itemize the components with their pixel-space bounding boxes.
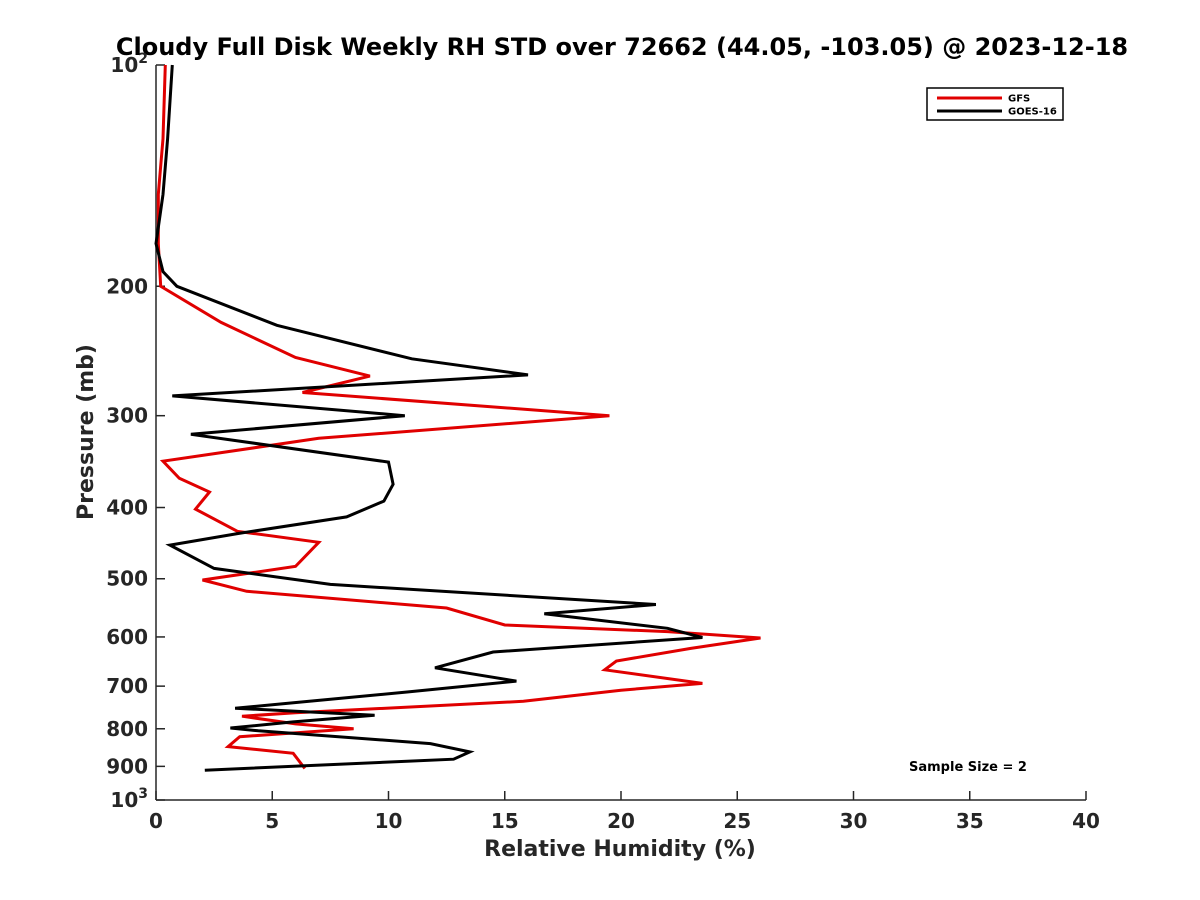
y-tick-label: 400 <box>106 496 148 520</box>
y-tick-label: 200 <box>106 274 148 298</box>
y-axis-label: Pressure (mb) <box>74 344 99 520</box>
x-tick-label: 20 <box>607 809 635 833</box>
y-axis-ticks: 102 200 300 400 500 600 700 800 900 103 <box>106 51 165 812</box>
sample-size-annotation: Sample Size = 2 <box>909 760 1027 775</box>
y-tick-label: 700 <box>106 674 148 698</box>
y-tick-label: 600 <box>106 625 148 649</box>
legend-entry: GOES-16 <box>1008 107 1057 118</box>
y-tick-label: 800 <box>106 717 148 741</box>
data-series <box>154 64 761 772</box>
chart-legend: GFS GOES-16 <box>926 87 1064 121</box>
x-tick-label: 5 <box>265 809 279 833</box>
x-axis-label: Relative Humidity (%) <box>484 837 756 862</box>
x-tick-label: 40 <box>1072 809 1100 833</box>
legend-entry: GFS <box>1008 94 1030 105</box>
x-axis-ticks: 0 5 10 15 20 25 30 35 40 <box>149 791 1100 833</box>
x-tick-label: 30 <box>840 809 868 833</box>
y-tick-label: 300 <box>106 404 148 428</box>
x-tick-label: 15 <box>491 809 519 833</box>
x-tick-label: 25 <box>723 809 751 833</box>
y-tick-label: 102 <box>110 51 148 77</box>
legend-box <box>926 87 1064 121</box>
chart-title: Cloudy Full Disk Weekly RH STD over 7266… <box>116 33 1128 61</box>
y-tick-label: 103 <box>110 786 148 812</box>
series-line-goes-16 <box>154 64 703 772</box>
y-tick-label: 500 <box>106 567 148 591</box>
series-line-gfs <box>156 64 761 770</box>
y-tick-label: 900 <box>106 754 148 778</box>
x-tick-label: 0 <box>149 809 163 833</box>
x-tick-label: 10 <box>375 809 403 833</box>
x-tick-label: 35 <box>956 809 984 833</box>
